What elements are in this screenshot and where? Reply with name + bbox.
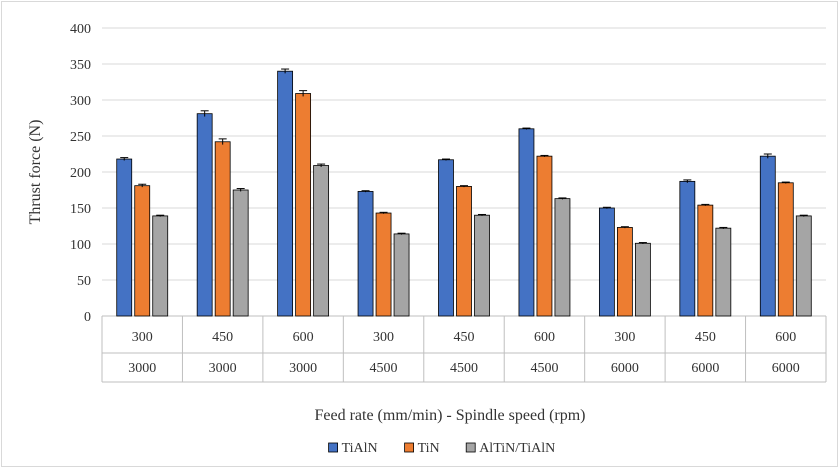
bar-tin-5 (536, 155, 553, 317)
bar-tin-0 (134, 185, 151, 317)
bar-altin-tialn-0 (152, 215, 169, 317)
y-axis-title: Thrust force (N) (27, 120, 44, 225)
x-tick-feed-2: 600 (293, 330, 314, 345)
x-tick-feed-1: 450 (212, 330, 233, 345)
legend-label-2: AlTiN/TiAlN (479, 441, 555, 456)
x-tick-speed-2: 3000 (289, 361, 317, 376)
x-tick-speed-0: 3000 (128, 361, 156, 376)
legend-label-0: TiAlN (342, 441, 378, 456)
x-tick-speed-7: 6000 (691, 361, 719, 376)
bar-tialn-3 (357, 191, 374, 317)
bar-altin-tialn-1 (232, 189, 249, 317)
x-tick-speed-1: 3000 (209, 361, 237, 376)
y-tick-label-7: 350 (70, 58, 91, 73)
bar-tialn-1 (196, 113, 213, 317)
x-tick-speed-4: 4500 (450, 361, 478, 376)
bar-altin-tialn-8 (795, 215, 812, 317)
legend-label-1: TiN (418, 441, 440, 456)
x-tick-feed-0: 300 (132, 330, 153, 345)
x-tick-feed-5: 600 (534, 330, 555, 345)
bar-tin-6 (616, 227, 633, 317)
legend-swatch-0 (328, 442, 339, 453)
bar-altin-tialn-4 (474, 214, 490, 317)
bar-altin-tialn-3 (393, 233, 410, 317)
y-tick-label-3: 150 (70, 202, 91, 217)
bar-altin-tialn-7 (715, 227, 732, 317)
y-tick-label-4: 200 (70, 166, 91, 181)
bar-tialn-7 (679, 180, 696, 317)
x-tick-speed-6: 6000 (611, 361, 639, 376)
bar-tin-3 (375, 212, 392, 317)
y-tick-label-1: 50 (77, 274, 91, 289)
bar-tin-2 (295, 93, 312, 317)
legend-swatch-1 (404, 442, 415, 453)
bar-tialn-8 (759, 155, 776, 317)
bar-tialn-6 (598, 207, 615, 317)
bar-tin-4 (456, 185, 472, 317)
bar-tialn-5 (518, 128, 535, 317)
bar-tin-8 (777, 182, 794, 317)
bar-tin-1 (214, 141, 231, 317)
bar-altin-tialn-6 (634, 242, 651, 317)
x-tick-feed-3: 300 (373, 330, 394, 345)
x-tick-feed-8: 600 (775, 330, 796, 345)
y-tick-label-2: 100 (70, 238, 91, 253)
bar-tin-7 (697, 204, 714, 317)
y-tick-label-8: 400 (70, 22, 91, 37)
bar-tialn-4 (438, 159, 454, 317)
bar-altin-tialn-5 (554, 198, 571, 317)
x-tick-feed-7: 450 (695, 330, 716, 345)
x-axis-title: Feed rate (mm/min) - Spindle speed (rpm) (314, 407, 585, 424)
y-tick-label-6: 300 (70, 94, 91, 109)
y-tick-label-5: 250 (70, 130, 91, 145)
bar-tialn-0 (116, 158, 133, 317)
x-tick-speed-5: 4500 (530, 361, 558, 376)
legend-swatch-2 (465, 442, 476, 453)
x-tick-speed-3: 4500 (370, 361, 398, 376)
y-tick-label-0: 0 (84, 310, 91, 325)
bar-altin-tialn-2 (313, 165, 330, 317)
x-tick-feed-4: 450 (454, 330, 475, 345)
bar-tialn-2 (277, 70, 294, 317)
x-tick-feed-6: 300 (614, 330, 635, 345)
x-tick-speed-8: 6000 (772, 361, 800, 376)
